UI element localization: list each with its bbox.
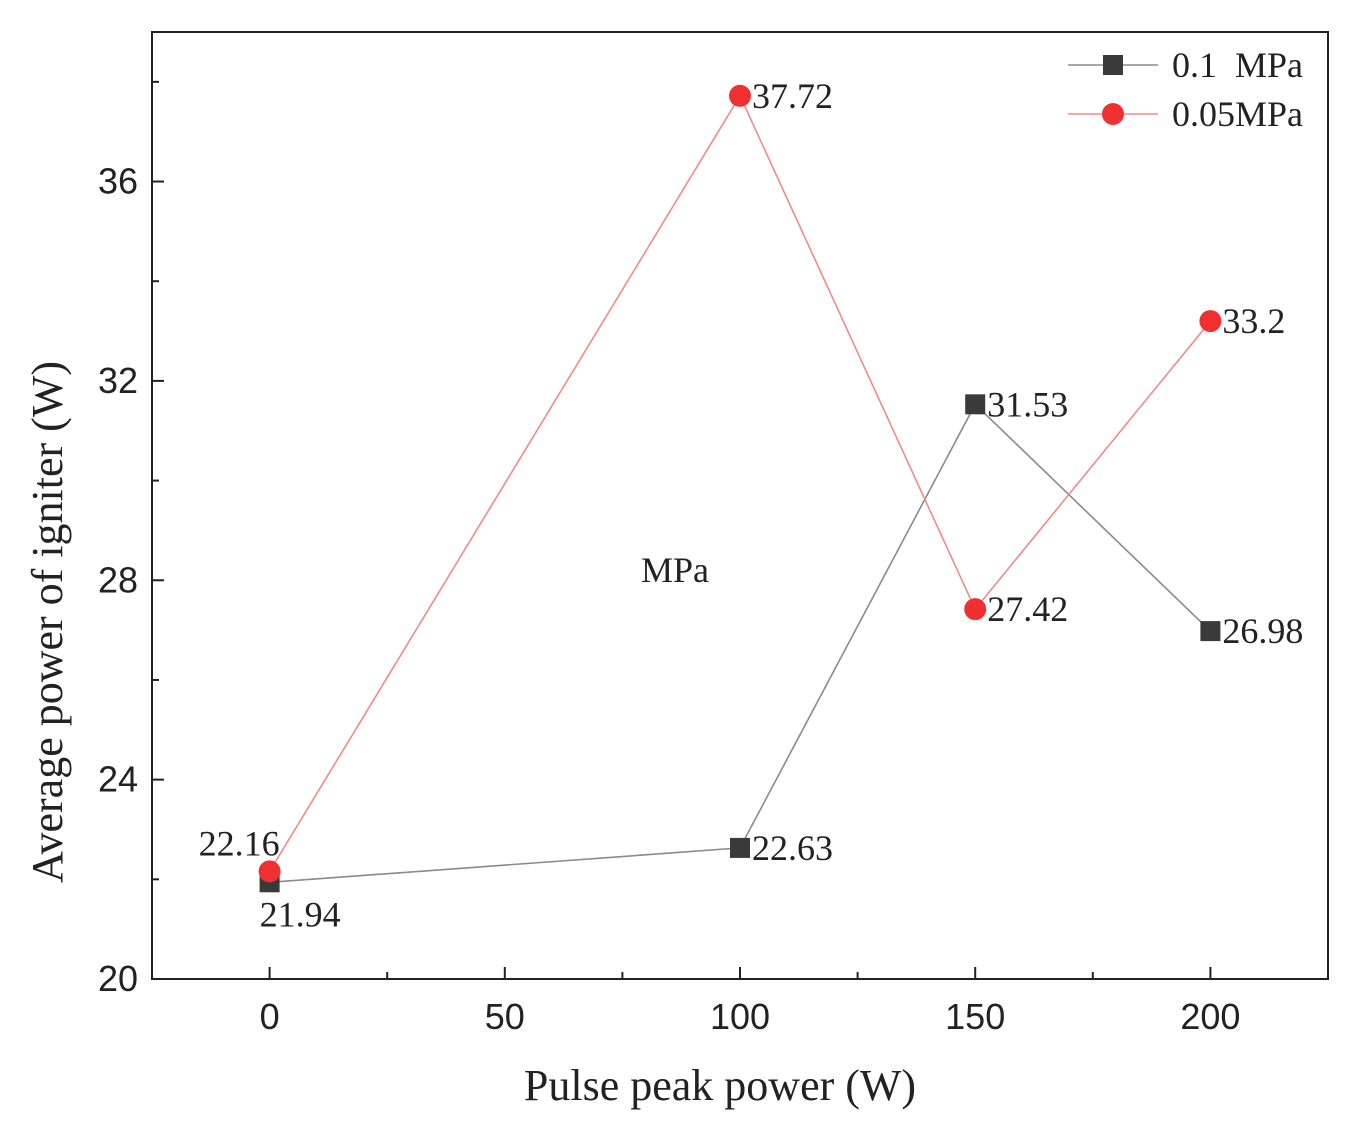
data-label: 37.72 [752,76,833,116]
data-point-circle [258,860,281,883]
data-label: 22.16 [199,823,280,863]
series-layer [258,84,1222,893]
data-point-square [1200,621,1221,642]
x-tick-label: 200 [1180,996,1240,1037]
data-point-square [965,394,986,415]
data-point-circle [729,84,751,107]
legend-marker-square [1103,55,1123,75]
plot-frame [151,31,1329,980]
series-line-0-1mpa [269,403,1211,884]
y-tick-label: 24 [98,759,138,800]
y-tick-label: 32 [98,360,138,401]
data-label: 33.2 [1222,301,1285,341]
data-point-circle [1199,310,1222,333]
x-axis-title: Pulse peak power (W) [524,1061,916,1110]
data-label: 26.98 [1222,611,1303,651]
y-axis-title: Average power of igniter (W) [23,361,72,883]
x-tick-label: 150 [945,996,1005,1037]
annotation-text: MPa [641,550,709,590]
y-tick-label: 28 [98,559,138,600]
y-tick-label: 20 [98,958,138,999]
data-label: 22.63 [752,828,833,868]
legend-label: 0.05MPa [1172,94,1303,134]
x-tick-label: 50 [485,996,525,1037]
x-tick-label: 0 [260,996,280,1037]
legend-label: 0.1 MPa [1172,45,1303,85]
legend: 0.1 MPa 0.05MPa [1068,45,1303,134]
x-tick-label: 100 [710,996,770,1037]
series-line-0-05mpa [268,94,1212,872]
data-label: 31.53 [987,384,1068,424]
data-label: 27.42 [987,589,1068,629]
legend-marker-circle [1102,103,1124,125]
y-tick-label: 36 [98,161,138,202]
data-labels: 21.94 22.63 31.53 26.98 22.16 37.72 27.42 33.2 [199,76,1304,935]
data-point-circle [964,598,987,621]
data-point-square [730,837,750,858]
data-label: 21.94 [260,894,341,934]
y-axis: 20 24 28 32 36 [98,80,164,999]
x-axis: 0 50 100 150 200 [260,967,1240,1037]
